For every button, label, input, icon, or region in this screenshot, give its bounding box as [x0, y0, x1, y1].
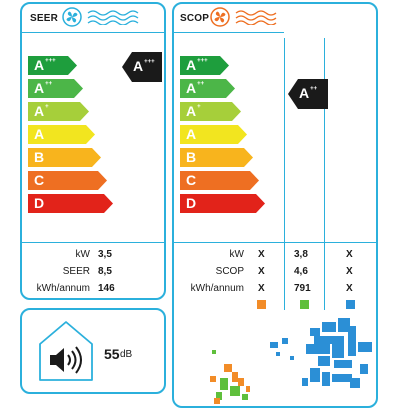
fan-icon: [62, 7, 82, 27]
seer-class-bar: A++: [28, 79, 84, 98]
seer-class-bar: B: [28, 148, 102, 167]
seer-rating-arrow: A+++: [122, 52, 162, 82]
seer-row-value: 146: [98, 283, 115, 294]
seer-class-bar: A+++: [28, 56, 78, 75]
scop-zone-warm-value: X: [346, 283, 353, 294]
scop-class-bar: A++: [180, 79, 236, 98]
scop-zone-average-value: 791: [294, 283, 311, 294]
cooling-waves-icon: [87, 10, 139, 25]
zone-average-swatch: [300, 300, 309, 309]
noise-value: 55: [104, 346, 120, 362]
scop-rating-sup: ++: [310, 86, 318, 92]
scop-class-letter: A: [186, 57, 197, 73]
seer-class-sup: ++: [45, 81, 53, 87]
seer-row-value: 8,5: [98, 266, 112, 277]
zone-cold-swatch: [257, 300, 266, 309]
scop-class-letter: C: [186, 172, 197, 188]
heating-waves-icon: [235, 10, 277, 25]
seer-data-divider: [22, 242, 164, 243]
scop-column-divider: [324, 38, 325, 310]
fan-icon: [210, 7, 230, 27]
scop-title: SCOP: [180, 13, 210, 24]
zone-warm-swatch: [346, 300, 355, 309]
scop-panel: SCOP A+++ A++ A+ A B C D A++ kW X 3,8 X SCOP X…: [172, 2, 378, 408]
scop-class-letter: A: [186, 126, 197, 142]
scop-class-letter: A: [186, 80, 197, 96]
seer-row-label: kWh/annum: [36, 283, 90, 294]
seer-class-letter: A: [34, 126, 45, 142]
scop-zone-cold-value: X: [258, 249, 265, 260]
europe-climate-map-icon: [210, 318, 372, 404]
scop-data-divider: [174, 242, 376, 243]
scop-class-sup: +++: [197, 58, 208, 64]
seer-row-label: kW: [75, 249, 90, 260]
scop-zone-average-value: 3,8: [294, 249, 308, 260]
scop-rating-letter: A: [299, 85, 310, 101]
scop-zone-cold-value: X: [258, 266, 265, 277]
seer-title: SEER: [30, 13, 59, 24]
seer-rating-sup: +++: [144, 59, 155, 65]
seer-class-letter: A: [34, 80, 45, 96]
scop-row-label: kWh/annum: [190, 283, 244, 294]
scop-class-bar: C: [180, 171, 260, 190]
scop-row-label: SCOP: [215, 266, 244, 277]
scop-class-bar: A+++: [180, 56, 230, 75]
seer-class-bar: C: [28, 171, 108, 190]
scop-class-letter: A: [186, 103, 197, 119]
scop-row-label: kW: [229, 249, 244, 260]
seer-panel: SEER A+++ A++ A+ A B C D A+++ kW 3,5 SEER 8,5 …: [20, 2, 166, 300]
scop-class-bar: A+: [180, 102, 242, 121]
seer-class-bar: D: [28, 194, 114, 213]
scop-header-divider: [174, 32, 284, 33]
seer-class-sup: +: [45, 104, 49, 110]
seer-class-letter: A: [34, 57, 45, 73]
noise-panel: 55 dB: [20, 308, 166, 394]
scop-zone-warm-value: X: [346, 266, 353, 277]
seer-row-value: 3,5: [98, 249, 112, 260]
scop-zone-warm-value: X: [346, 249, 353, 260]
speaker-house-icon: [39, 321, 93, 381]
scop-class-letter: D: [186, 195, 197, 211]
seer-class-bar: A: [28, 125, 96, 144]
scop-zone-cold-value: X: [258, 283, 265, 294]
scop-class-bar: A: [180, 125, 248, 144]
noise-unit: dB: [120, 349, 133, 360]
seer-class-sup: +++: [45, 58, 56, 64]
seer-class-letter: A: [34, 103, 45, 119]
seer-class-letter: D: [34, 195, 45, 211]
seer-class-bar: A+: [28, 102, 90, 121]
scop-rating-arrow: A++: [288, 79, 328, 109]
seer-class-letter: C: [34, 172, 45, 188]
seer-rating-letter: A: [133, 58, 144, 74]
seer-class-letter: B: [34, 149, 45, 165]
scop-class-bar: D: [180, 194, 266, 213]
scop-class-bar: B: [180, 148, 254, 167]
scop-class-sup: +: [197, 104, 201, 110]
scop-zone-average-value: 4,6: [294, 266, 308, 277]
scop-column-divider: [284, 38, 285, 310]
seer-header-divider: [22, 32, 164, 33]
scop-class-letter: B: [186, 149, 197, 165]
scop-class-sup: ++: [197, 81, 205, 87]
seer-row-label: SEER: [62, 266, 90, 277]
